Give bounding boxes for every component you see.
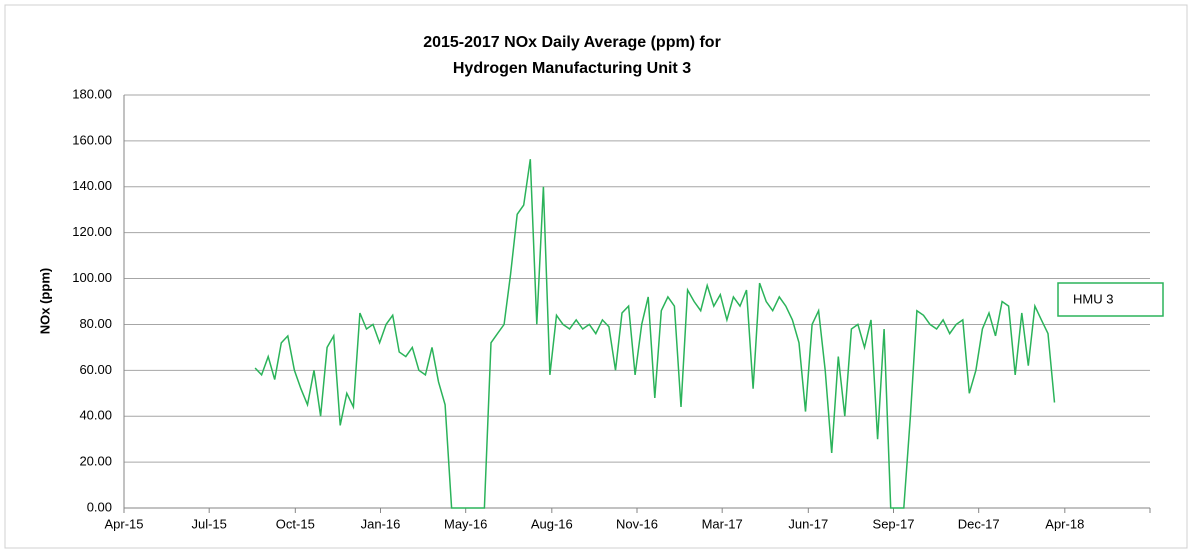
x-tick-label: Jun-17 [788, 516, 828, 531]
y-tick-label: 160.00 [72, 132, 112, 147]
x-tick-label: Nov-16 [616, 516, 658, 531]
chart-title: 2015-2017 NOx Daily Average (ppm) for [423, 34, 721, 51]
y-tick-label: 80.00 [79, 316, 112, 331]
y-axis-label: NOx (ppm) [37, 268, 52, 334]
legend-box [1057, 282, 1164, 317]
y-tick-label: 140.00 [72, 178, 112, 193]
x-tick-label: Mar-17 [702, 516, 743, 531]
y-tick-label: 40.00 [79, 408, 112, 423]
x-tick-label: Apr-18 [1045, 516, 1084, 531]
legend-label: HMU 3 [1073, 291, 1113, 306]
chart-frame [4, 4, 1188, 549]
y-tick-label: 0.00 [87, 499, 112, 514]
x-tick-label: Aug-16 [531, 516, 573, 531]
x-tick-label: Dec-17 [958, 516, 1000, 531]
x-tick-label: May-16 [444, 516, 487, 531]
x-tick-label: Jul-15 [191, 516, 226, 531]
y-tick-label: 20.00 [79, 454, 112, 469]
y-tick-label: 180.00 [72, 86, 112, 101]
x-tick-label: Jan-16 [361, 516, 401, 531]
y-tick-label: 60.00 [79, 362, 112, 377]
x-tick-label: Apr-15 [104, 516, 143, 531]
x-tick-label: Sep-17 [873, 516, 915, 531]
y-tick-label: 120.00 [72, 224, 112, 239]
y-tick-label: 100.00 [72, 270, 112, 285]
data-line [254, 159, 1056, 509]
x-tick-label: Oct-15 [276, 516, 315, 531]
chart-title: Hydrogen Manufacturing Unit 3 [453, 60, 691, 77]
